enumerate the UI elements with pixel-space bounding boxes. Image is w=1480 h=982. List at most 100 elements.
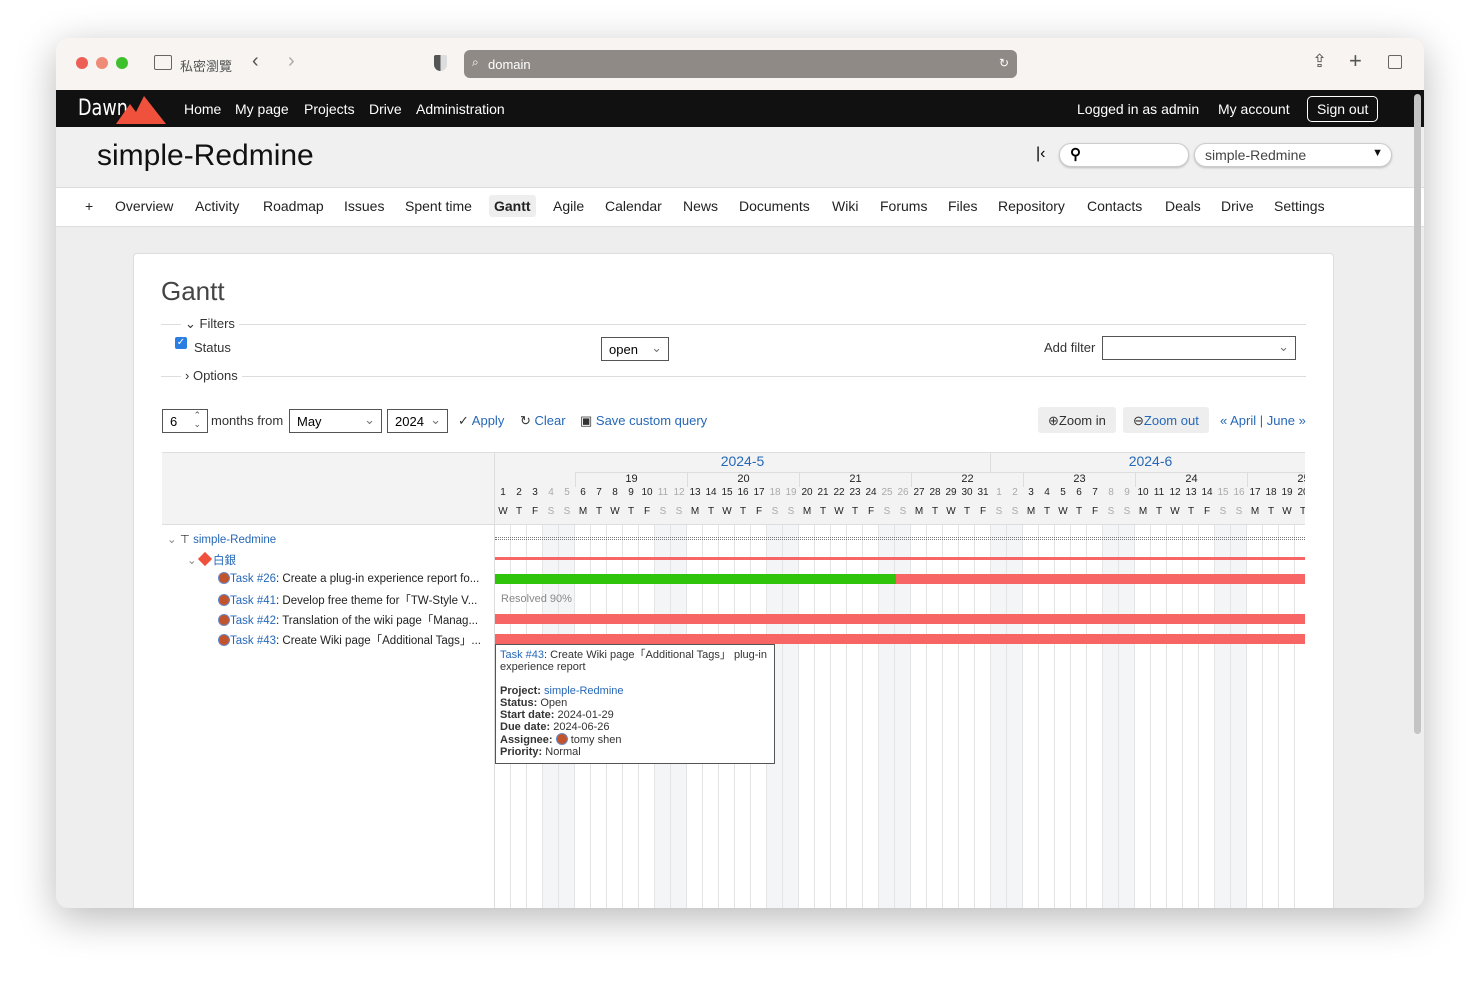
- weekday-label: W: [1282, 506, 1292, 517]
- day-label: 27: [913, 487, 925, 498]
- zoom-in-icon: ⊕: [1048, 413, 1059, 428]
- month-value: May: [297, 414, 322, 429]
- search-input[interactable]: ⚲: [1059, 143, 1189, 167]
- zoom-in-button[interactable]: ⊕Zoom in: [1038, 407, 1116, 433]
- nav-drive[interactable]: Drive: [369, 101, 402, 117]
- chevron-down-icon[interactable]: ⌄: [187, 555, 197, 567]
- previous-month-link[interactable]: « April: [1220, 413, 1257, 428]
- day-label: 19: [1281, 487, 1293, 498]
- forward-icon[interactable]: ›: [288, 50, 295, 72]
- nav-my-page[interactable]: My page: [235, 101, 289, 117]
- week-header: 25: [1247, 472, 1305, 487]
- year-select[interactable]: 2024 ⌄: [387, 409, 448, 433]
- tab-contacts[interactable]: Contacts: [1087, 198, 1143, 214]
- gantt-title: Gantt: [161, 276, 225, 306]
- shield-icon[interactable]: [434, 55, 447, 71]
- issue-link[interactable]: Task #43: [230, 635, 277, 647]
- day-label: 10: [641, 487, 653, 498]
- minimize-window-button[interactable]: [96, 57, 108, 69]
- nav-home[interactable]: Home: [184, 101, 222, 117]
- new-tab-icon[interactable]: +: [1349, 48, 1362, 73]
- day-label: 8: [612, 487, 618, 498]
- nav-administration[interactable]: Administration: [416, 101, 505, 117]
- tab-repository[interactable]: Repository: [998, 198, 1065, 214]
- new-issue-tab[interactable]: +: [85, 198, 94, 214]
- project-bar: [495, 537, 1305, 540]
- gantt-subjects: ⌄ ⊤ simple-Redmine ⌄ 白銀 Task #26: Create a…: [162, 452, 495, 908]
- share-icon[interactable]: ⇪: [1312, 51, 1328, 71]
- close-window-button[interactable]: [76, 57, 88, 69]
- zoom-in-label: Zoom in: [1058, 413, 1106, 428]
- next-month-link[interactable]: June »: [1266, 413, 1306, 428]
- zoom-out-label: Zoom out: [1143, 413, 1199, 428]
- day-label: 20: [801, 487, 813, 498]
- sidebar-icon[interactable]: [154, 55, 172, 70]
- logo[interactable]: Dawn: [78, 96, 128, 121]
- add-filter-select[interactable]: ⌄: [1102, 336, 1296, 360]
- tab-issues[interactable]: Issues: [344, 198, 385, 214]
- month-header: 2024-6: [991, 452, 1305, 472]
- issue-link[interactable]: Task #26: [230, 573, 277, 585]
- stepper-icon[interactable]: ⌃ ⌄: [193, 410, 201, 429]
- zoom-out-button[interactable]: ⊖Zoom out: [1123, 407, 1209, 433]
- nav-projects[interactable]: Projects: [304, 101, 355, 117]
- tooltip-due-label: Due date: [500, 721, 547, 733]
- tab-activity[interactable]: Activity: [195, 198, 240, 214]
- chevron-down-icon: ⌄: [430, 412, 441, 427]
- day-label: 22: [833, 487, 845, 498]
- filters-toggle[interactable]: ⌄ Filters: [181, 316, 239, 332]
- version-link[interactable]: 白銀: [213, 555, 237, 567]
- weekday-label: M: [802, 506, 812, 517]
- maximize-window-button[interactable]: [116, 57, 128, 69]
- tab-deals[interactable]: Deals: [1165, 198, 1201, 214]
- tab-forums[interactable]: Forums: [880, 198, 928, 214]
- project-link[interactable]: simple-Redmine: [193, 534, 277, 546]
- options-toggle[interactable]: › Options: [181, 368, 242, 383]
- tab-overview[interactable]: Overview: [115, 198, 174, 214]
- my-account-link[interactable]: My account: [1218, 101, 1290, 117]
- save-query-button[interactable]: ▣ Save custom query: [580, 413, 707, 429]
- day-label: 13: [689, 487, 701, 498]
- tab-news[interactable]: News: [683, 198, 719, 214]
- status-filter-checkbox[interactable]: ✓: [175, 337, 187, 349]
- tab-roadmap[interactable]: Roadmap: [263, 198, 324, 214]
- project-jump-select[interactable]: simple-Redmine ▼: [1194, 143, 1392, 167]
- months-count-input[interactable]: 6 ⌃ ⌄: [162, 409, 208, 433]
- tooltip-issue-link[interactable]: Task #43: [500, 649, 545, 661]
- month-select[interactable]: May ⌄: [289, 409, 382, 433]
- status-operator-select[interactable]: open ⌄: [601, 337, 669, 361]
- tab-settings[interactable]: Settings: [1274, 198, 1325, 214]
- tab-files[interactable]: Files: [948, 198, 978, 214]
- week-header: 22: [911, 472, 1023, 487]
- day-label: 31: [977, 487, 989, 498]
- tab-drive[interactable]: Drive: [1221, 198, 1254, 214]
- reload-icon[interactable]: ↻: [998, 56, 1009, 70]
- tab-spent-time[interactable]: Spent time: [405, 198, 472, 214]
- day-label: 26: [897, 487, 909, 498]
- back-icon[interactable]: ‹: [252, 50, 259, 72]
- day-label: 4: [548, 487, 554, 498]
- tabs-overview-icon[interactable]: [1388, 55, 1402, 69]
- sign-out-button[interactable]: Sign out: [1307, 96, 1379, 122]
- tooltip-priority: Normal: [545, 746, 581, 758]
- tab-documents[interactable]: Documents: [739, 198, 810, 214]
- tab-calendar[interactable]: Calendar: [605, 198, 662, 214]
- apply-button[interactable]: ✓ Apply: [458, 413, 504, 429]
- issue-link[interactable]: Task #42: [230, 615, 277, 627]
- tab-wiki[interactable]: Wiki: [832, 198, 859, 214]
- scrollbar[interactable]: [1414, 94, 1421, 734]
- tooltip-project-link[interactable]: simple-Redmine: [544, 685, 624, 697]
- content-card: Gantt ⌄ Filters ✓ Status open ⌄ Add filte…: [133, 253, 1334, 908]
- chevron-down-icon[interactable]: ⌄: [167, 534, 177, 546]
- months-from-label: months from: [211, 413, 284, 428]
- clear-button[interactable]: ↻ Clear: [520, 413, 566, 429]
- tab-agile[interactable]: Agile: [553, 198, 585, 214]
- weekday-label: F: [643, 506, 651, 517]
- weekday-label: W: [946, 506, 956, 517]
- issue-link[interactable]: Task #41: [230, 595, 277, 607]
- collapse-sidebar-icon[interactable]: |‹: [1036, 145, 1046, 162]
- assignee-avatar: [218, 634, 230, 646]
- tab-gantt[interactable]: Gantt: [489, 195, 536, 217]
- day-label: 9: [1124, 487, 1130, 498]
- address-bar[interactable]: ⌕ domain ↻: [464, 50, 1017, 78]
